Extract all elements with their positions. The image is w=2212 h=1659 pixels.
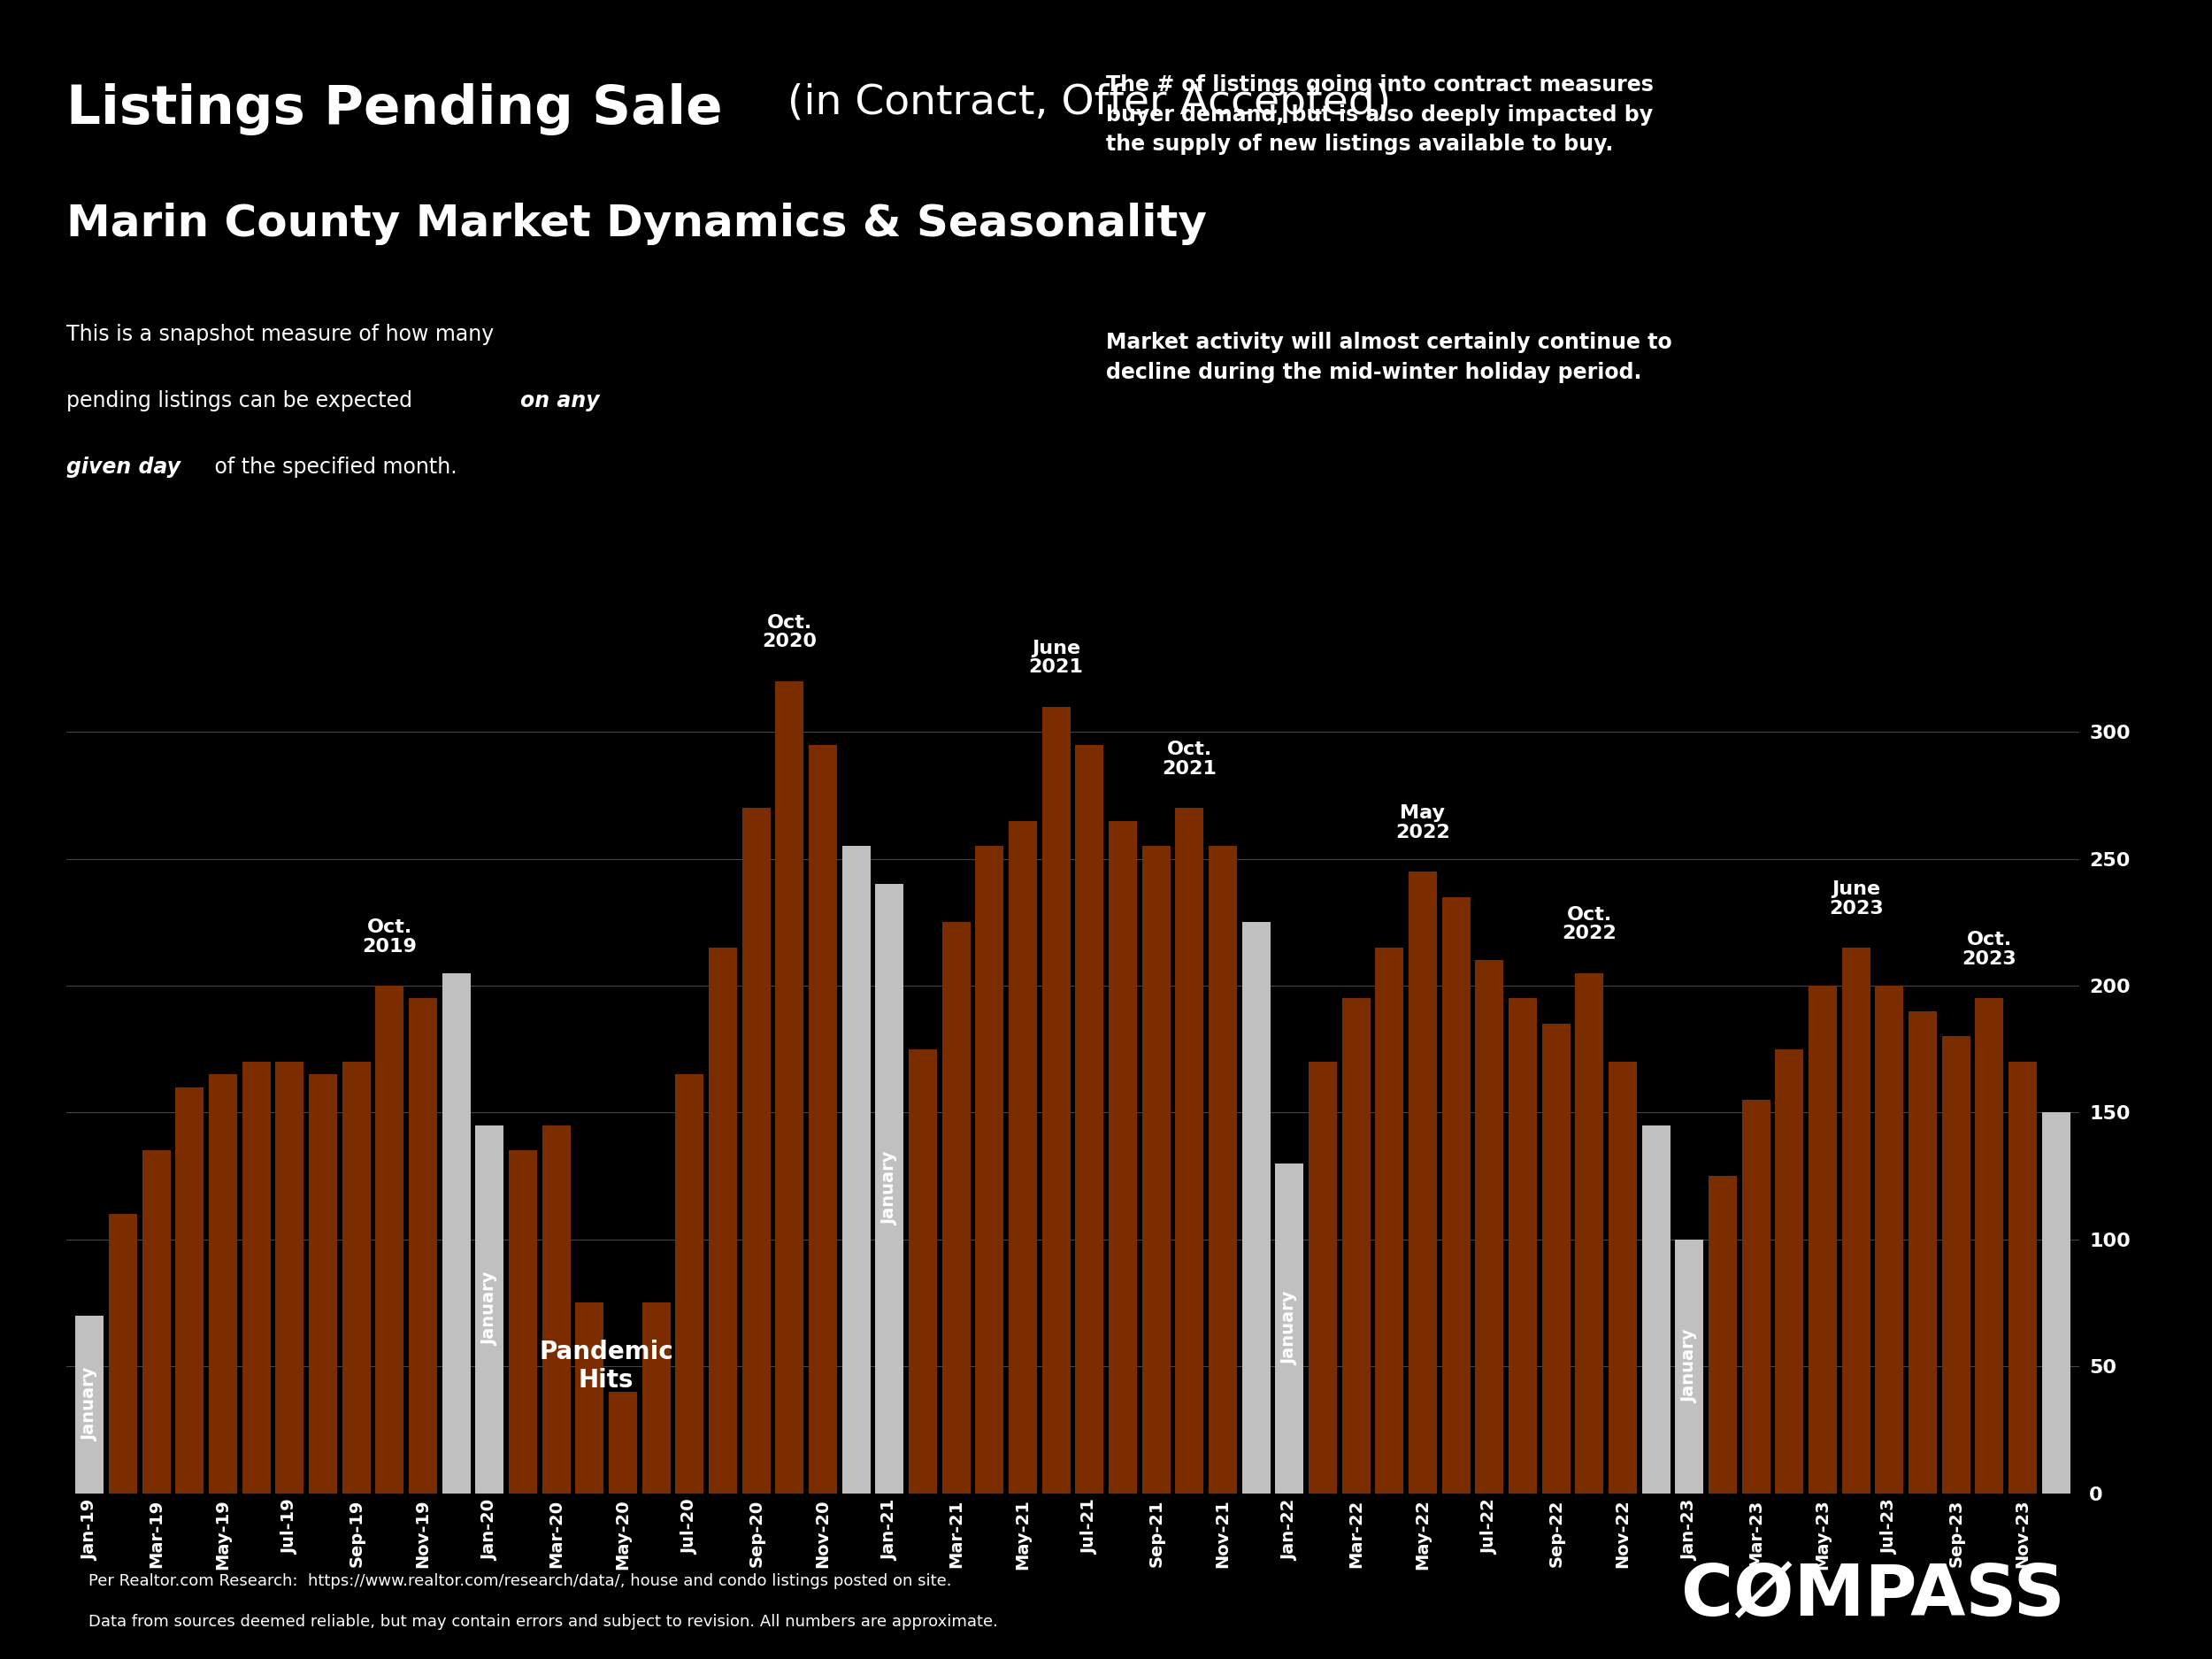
Bar xyxy=(175,1087,204,1493)
Bar xyxy=(1674,1239,1703,1493)
Bar xyxy=(1175,808,1203,1493)
Bar xyxy=(1310,1062,1336,1493)
Text: on any: on any xyxy=(520,390,599,411)
Text: Market activity will almost certainly continue to
decline during the mid-winter : Market activity will almost certainly co… xyxy=(1106,332,1672,383)
Bar xyxy=(1442,898,1471,1493)
Bar xyxy=(708,947,737,1493)
Text: May
2022: May 2022 xyxy=(1396,805,1451,841)
Bar xyxy=(310,1075,336,1493)
Bar xyxy=(675,1075,703,1493)
Bar xyxy=(1108,821,1137,1493)
Bar xyxy=(1909,1010,1938,1493)
Text: Oct.
2021: Oct. 2021 xyxy=(1161,742,1217,778)
Bar xyxy=(442,972,471,1493)
Bar xyxy=(276,1062,303,1493)
Bar xyxy=(575,1302,604,1493)
Text: pending listings can be expected: pending listings can be expected xyxy=(66,390,418,411)
Text: Oct.
2022: Oct. 2022 xyxy=(1562,906,1617,942)
Bar xyxy=(1575,972,1604,1493)
Bar xyxy=(942,922,971,1493)
Bar xyxy=(1776,1048,1803,1493)
Text: Oct.
2019: Oct. 2019 xyxy=(363,919,418,956)
Bar xyxy=(1075,745,1104,1493)
Bar xyxy=(641,1302,670,1493)
Text: January: January xyxy=(1281,1291,1298,1365)
Text: Marin County Market Dynamics & Seasonality: Marin County Market Dynamics & Seasonali… xyxy=(66,202,1208,246)
Bar xyxy=(108,1214,137,1493)
Text: Listings Pending Sale: Listings Pending Sale xyxy=(66,83,723,134)
Bar xyxy=(1208,846,1237,1493)
Text: January: January xyxy=(1681,1329,1699,1404)
Bar xyxy=(376,985,405,1493)
Bar xyxy=(476,1125,504,1493)
Text: of the specified month.: of the specified month. xyxy=(208,456,458,478)
Bar xyxy=(1608,1062,1637,1493)
Bar xyxy=(75,1316,104,1493)
Bar xyxy=(409,999,438,1493)
Bar xyxy=(1741,1100,1770,1493)
Bar xyxy=(1409,871,1438,1493)
Bar xyxy=(509,1151,538,1493)
Bar xyxy=(1843,947,1869,1493)
Text: Pandemic
Hits: Pandemic Hits xyxy=(540,1339,672,1394)
Bar xyxy=(975,846,1004,1493)
Text: given day: given day xyxy=(66,456,181,478)
Text: January: January xyxy=(482,1272,498,1345)
Bar xyxy=(1542,1024,1571,1493)
Bar xyxy=(1276,1163,1303,1493)
Text: The # of listings going into contract measures
buyer demand, but is also deeply : The # of listings going into contract me… xyxy=(1106,75,1655,156)
Bar xyxy=(1009,821,1037,1493)
Bar xyxy=(876,884,905,1493)
Bar xyxy=(1509,999,1537,1493)
Text: January: January xyxy=(880,1151,898,1226)
Bar xyxy=(1809,985,1836,1493)
Text: CØMPASS: CØMPASS xyxy=(1681,1561,2066,1631)
Text: Oct.
2020: Oct. 2020 xyxy=(763,614,816,650)
Bar xyxy=(1942,1037,1971,1493)
Bar xyxy=(1343,999,1369,1493)
Bar xyxy=(1975,999,2004,1493)
Bar xyxy=(2042,1113,2070,1493)
Bar xyxy=(776,682,803,1493)
Text: Per Realtor.com Research:  https://www.realtor.com/research/data/, house and con: Per Realtor.com Research: https://www.re… xyxy=(88,1573,951,1589)
Bar xyxy=(241,1062,270,1493)
Bar xyxy=(1141,846,1170,1493)
Bar xyxy=(909,1048,938,1493)
Bar xyxy=(343,1062,369,1493)
Bar xyxy=(1241,922,1270,1493)
Bar xyxy=(208,1075,237,1493)
Text: June
2021: June 2021 xyxy=(1029,639,1084,677)
Bar xyxy=(2008,1062,2037,1493)
Bar xyxy=(1876,985,1905,1493)
Bar xyxy=(741,808,770,1493)
Text: January: January xyxy=(82,1367,97,1442)
Text: This is a snapshot measure of how many: This is a snapshot measure of how many xyxy=(66,324,493,345)
Text: Oct.
2023: Oct. 2023 xyxy=(1962,931,2017,967)
Bar xyxy=(142,1151,170,1493)
Bar xyxy=(810,745,836,1493)
Bar xyxy=(1042,707,1071,1493)
Text: June
2023: June 2023 xyxy=(1829,881,1882,917)
Text: Data from sources deemed reliable, but may contain errors and subject to revisio: Data from sources deemed reliable, but m… xyxy=(88,1614,998,1631)
Bar xyxy=(1708,1176,1736,1493)
Bar xyxy=(1376,947,1405,1493)
Text: (in Contract, Offer Accepted): (in Contract, Offer Accepted) xyxy=(774,83,1391,123)
Bar xyxy=(1475,961,1504,1493)
Bar xyxy=(542,1125,571,1493)
Bar xyxy=(1641,1125,1670,1493)
Bar xyxy=(843,846,869,1493)
Bar xyxy=(608,1392,637,1493)
